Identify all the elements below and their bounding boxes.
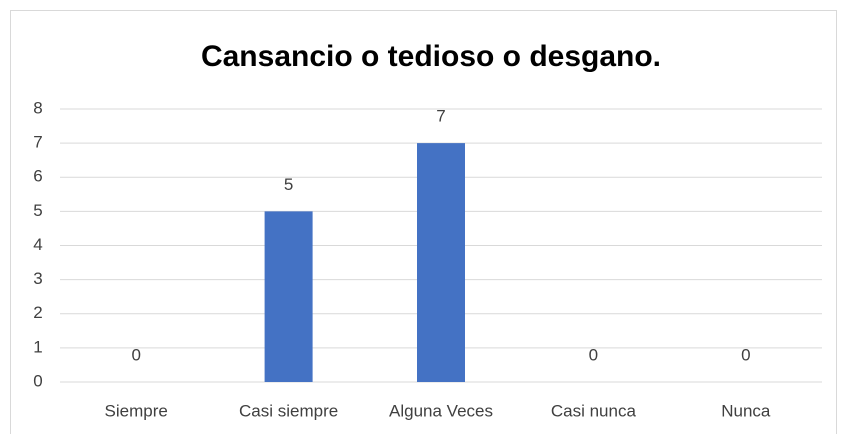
y-tick-label: 3 [33,269,42,288]
y-tick-label: 7 [33,133,42,152]
x-tick-label: Siempre [105,401,168,420]
chart-title: Cansancio o tedioso o desgano. [201,40,661,73]
y-tick-label: 6 [33,167,42,186]
data-label: 5 [284,175,293,194]
y-tick-label: 8 [33,98,42,117]
y-tick-label: 4 [33,235,42,254]
x-tick-label: Casi nunca [551,401,637,420]
bar [417,143,465,382]
data-label: 0 [589,345,598,364]
x-tick-label: Casi siempre [239,401,338,420]
x-tick-label: Nunca [721,401,771,420]
y-tick-label: 2 [33,303,42,322]
y-tick-label: 0 [33,371,42,390]
x-tick-label: Alguna Veces [389,401,493,420]
y-tick-label: 1 [33,337,42,356]
bar [264,211,313,382]
data-label: 0 [741,345,750,364]
data-label: 7 [436,107,445,126]
data-label: 0 [131,345,140,364]
y-tick-label: 5 [33,201,42,220]
